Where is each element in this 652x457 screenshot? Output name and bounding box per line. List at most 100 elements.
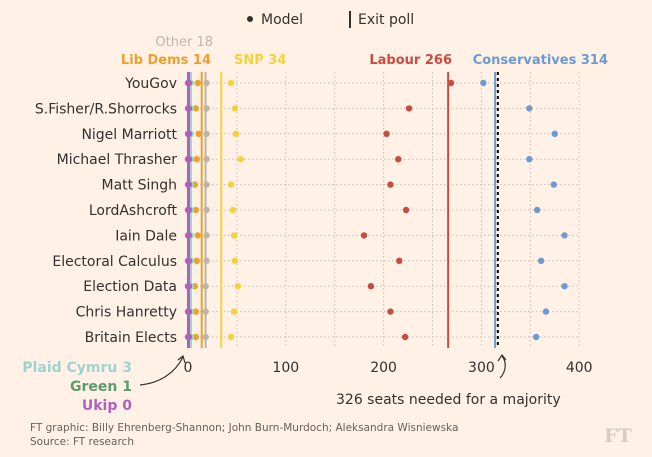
model-dot — [526, 105, 533, 112]
legend-model-label: Model — [261, 12, 303, 28]
model-dot — [184, 257, 192, 264]
model-dot — [532, 333, 540, 341]
model-dot — [383, 130, 390, 137]
model-dot — [542, 308, 550, 315]
model-dot — [203, 206, 210, 214]
category-label: Chris Hanretty — [76, 305, 177, 321]
model-dot — [184, 232, 192, 239]
model-dot — [192, 105, 200, 112]
exit-label-conservatives: Conservatives 314 — [473, 53, 608, 68]
exit-label-plaid-cymru: Plaid Cymru 3 — [22, 360, 132, 376]
model-dot — [561, 232, 568, 239]
exit-label-labour: Labour 266 — [369, 53, 452, 68]
majority-arrow — [499, 355, 506, 379]
exit-label-ukip: Ukip 0 — [82, 398, 132, 414]
ft-logo: FT — [604, 425, 632, 447]
model-dot — [231, 257, 239, 264]
model-dot — [480, 79, 487, 87]
model-dot — [203, 181, 210, 188]
category-label: Britain Elects — [85, 330, 177, 346]
model-dot — [203, 130, 210, 137]
model-dot — [230, 308, 238, 315]
model-dot — [202, 333, 209, 341]
model-dot — [230, 232, 238, 239]
model-dot — [184, 79, 192, 87]
model-dot — [184, 333, 192, 341]
model-dot — [184, 156, 192, 163]
model-dot — [367, 283, 375, 290]
model-dot — [203, 105, 210, 112]
category-label: S.Fisher/R.Shorrocks — [35, 101, 177, 117]
legend-exit-poll-bar — [349, 11, 351, 28]
x-tick-label: 200 — [370, 360, 397, 376]
model-dot — [184, 283, 192, 290]
model-dot — [227, 181, 235, 188]
model-dot — [194, 79, 201, 87]
model-dot — [237, 156, 245, 163]
model-dot — [387, 308, 394, 315]
model-dot — [192, 308, 200, 315]
model-dot — [231, 105, 239, 112]
model-dot — [184, 105, 192, 112]
category-label: LordAshcroft — [89, 203, 178, 219]
grid — [188, 72, 580, 348]
model-dot — [234, 283, 242, 290]
majority-label: 326 seats needed for a majority — [336, 392, 561, 408]
legend: Model Exit poll — [247, 11, 414, 28]
category-label: Michael Thrasher — [57, 152, 178, 168]
model-dot — [227, 79, 235, 87]
x-tick-label: 100 — [272, 360, 299, 376]
model-dot — [184, 130, 192, 137]
category-label: Electoral Calculus — [52, 254, 177, 270]
exit-label-other: Other 18 — [155, 35, 213, 50]
category-labels: YouGov S.Fisher/R.Shorrocks Nigel Marriott… — [35, 76, 178, 346]
model-dot — [184, 308, 192, 315]
model-dot — [533, 206, 541, 214]
x-axis-ticks: 0 100 200 300 400 — [184, 360, 593, 376]
model-dot — [227, 333, 235, 341]
model-dots — [184, 79, 568, 341]
model-dot — [232, 130, 240, 137]
majority-arrowhead — [497, 353, 507, 362]
exit-label-green: Green 1 — [70, 379, 132, 395]
model-dot — [360, 232, 368, 239]
model-dot — [537, 257, 545, 264]
small-parties-arrow — [139, 356, 184, 386]
x-tick-label: 300 — [468, 360, 495, 376]
model-dot — [192, 333, 200, 341]
model-dot — [195, 130, 202, 137]
model-dot — [387, 181, 394, 188]
model-dot — [203, 257, 210, 264]
category-label: Nigel Marriott — [81, 127, 177, 143]
model-dot — [395, 156, 402, 163]
model-dot — [550, 181, 557, 188]
x-tick-label: 400 — [566, 360, 593, 376]
model-dot — [193, 257, 201, 264]
model-dot — [402, 206, 410, 214]
model-dot — [401, 333, 409, 341]
model-dot — [203, 232, 210, 239]
model-dot — [192, 206, 200, 214]
category-label: Election Data — [83, 279, 177, 295]
model-dot — [203, 156, 210, 163]
model-dot — [526, 156, 533, 163]
model-dot — [447, 79, 455, 87]
model-dot — [203, 79, 210, 87]
model-dot — [193, 156, 201, 163]
model-dot — [202, 308, 209, 315]
footer-credit: FT graphic: Billy Ehrenberg-Shannon; Joh… — [30, 422, 458, 434]
footer-source: Source: FT research — [30, 436, 134, 448]
model-dot — [229, 206, 237, 214]
small-parties-arrowhead — [177, 354, 186, 364]
model-dot — [551, 130, 558, 137]
model-dot — [396, 257, 403, 264]
model-dot — [202, 283, 209, 290]
model-dot — [184, 206, 192, 214]
model-dot — [194, 232, 201, 239]
exit-label-lib-dems: Lib Dems 14 — [121, 53, 211, 68]
model-dot — [405, 105, 413, 112]
x-tick-label: 0 — [184, 360, 193, 376]
category-label: YouGov — [124, 76, 177, 92]
